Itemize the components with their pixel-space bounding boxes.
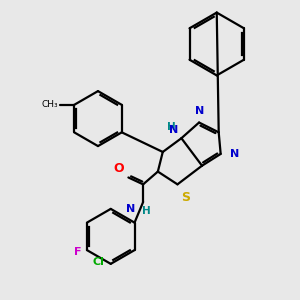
Text: N: N: [230, 149, 239, 159]
Text: F: F: [74, 247, 81, 257]
Text: N: N: [126, 204, 135, 214]
Text: N: N: [195, 106, 205, 116]
Text: O: O: [114, 161, 124, 175]
Text: H: H: [142, 206, 151, 216]
Text: N: N: [169, 125, 178, 135]
Text: CH₃: CH₃: [42, 100, 58, 109]
Text: Cl: Cl: [93, 257, 105, 267]
Text: S: S: [182, 191, 190, 204]
Text: H: H: [167, 122, 176, 132]
